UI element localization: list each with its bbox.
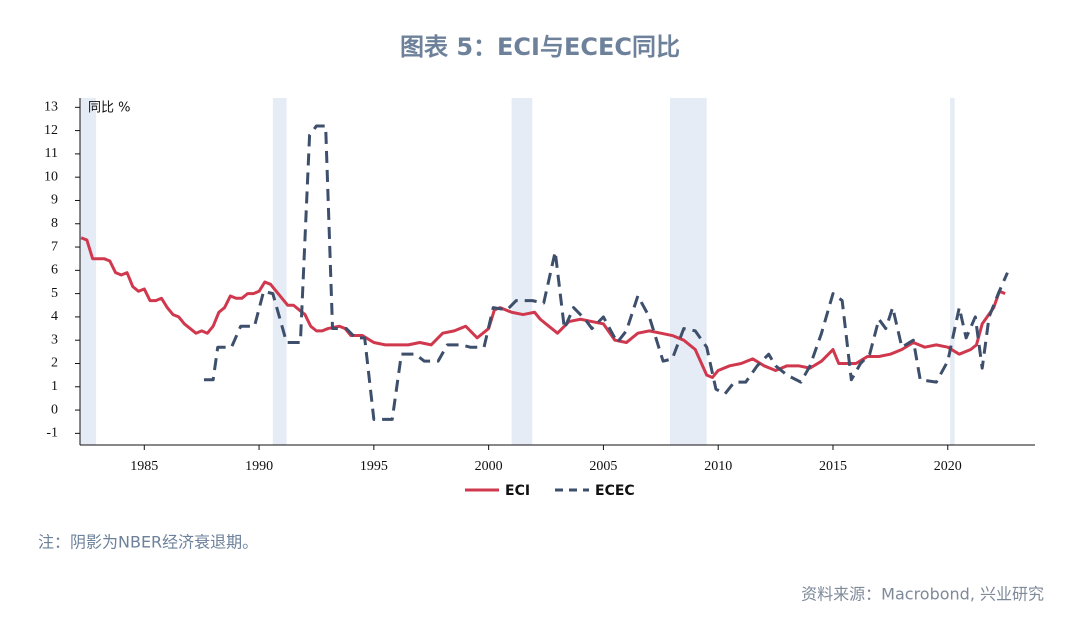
recession-band <box>511 98 533 445</box>
recession-band <box>669 98 707 445</box>
series-line <box>203 124 1009 421</box>
y-tick-label: 1 <box>51 379 58 394</box>
y-tick-label: 3 <box>51 332 58 347</box>
x-tick-label: 2015 <box>819 459 847 474</box>
x-tick-label: 1985 <box>130 459 158 474</box>
y-tick-label: 11 <box>45 146 58 161</box>
series-line <box>80 236 1006 379</box>
y-tick-label: 2 <box>51 356 58 371</box>
y-tick-label: 7 <box>51 239 58 254</box>
note: 注：阴影为NBER经济衰退期。 <box>38 533 258 552</box>
y-tick-label: 13 <box>44 100 58 115</box>
chart-title: 图表 5：ECI与ECEC同比 <box>400 33 680 61</box>
y-axis-label: 同比 % <box>88 101 131 116</box>
y-tick-label: 0 <box>51 402 58 417</box>
y-tick-label: 5 <box>51 286 58 301</box>
recession-band <box>272 98 287 445</box>
legend-label: ECEC <box>595 483 635 499</box>
x-tick-label: 2000 <box>475 459 503 474</box>
source: 资料来源：Macrobond, 兴业研究 <box>801 585 1044 604</box>
y-tick-label: 6 <box>51 263 58 278</box>
x-tick-label: 1995 <box>360 459 388 474</box>
recession-band <box>80 98 97 445</box>
y-tick-label: 8 <box>51 216 58 231</box>
y-tick-label: -1 <box>46 426 58 441</box>
x-tick-label: 2010 <box>704 459 732 474</box>
recession-band <box>950 98 955 445</box>
y-tick-label: 4 <box>51 309 58 324</box>
y-tick-label: 9 <box>51 193 58 208</box>
y-tick-label: 12 <box>44 123 58 138</box>
legend-label: ECI <box>505 483 530 499</box>
y-tick-label: 10 <box>44 169 58 184</box>
x-tick-label: 2020 <box>934 459 962 474</box>
x-tick-label: 2005 <box>589 459 617 474</box>
x-tick-label: 1990 <box>245 459 273 474</box>
